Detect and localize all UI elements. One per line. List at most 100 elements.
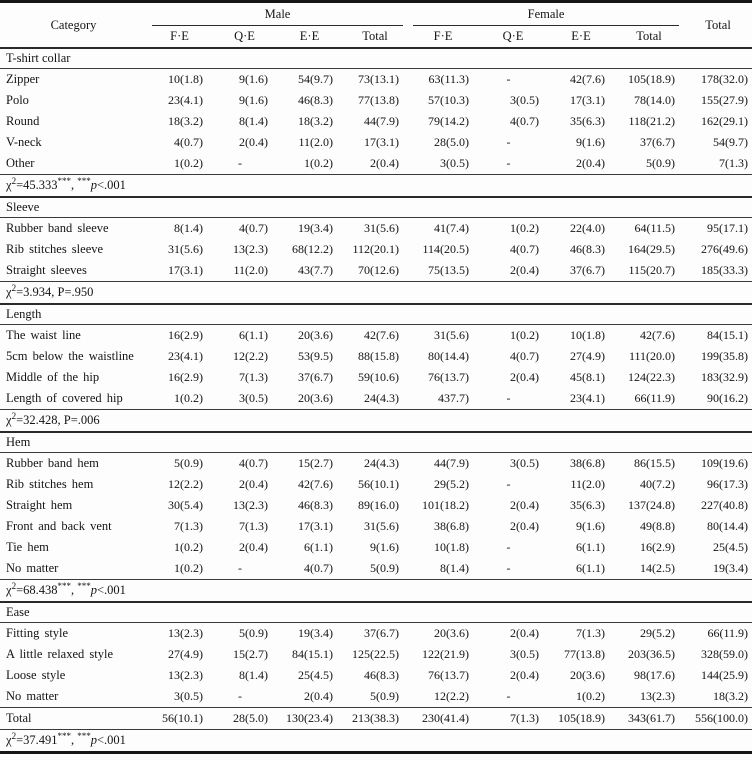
header-category: Category: [0, 1, 147, 49]
chi-note-segment: χ: [6, 178, 12, 192]
data-cell: 2(0.4): [576, 156, 605, 170]
data-cell: 7(1.3): [174, 519, 203, 533]
data-cell: 4(0.7): [239, 221, 268, 235]
section-row: Sleeve: [0, 197, 752, 218]
chi-note-segment: 2: [11, 410, 17, 421]
data-cell: 68(12.2): [292, 242, 333, 256]
chi-note-segment: 2: [11, 580, 17, 591]
data-cell: 10(1.8): [570, 328, 605, 342]
data-cell: 5(0.9): [370, 561, 399, 575]
data-cell: 199(35.8): [701, 349, 749, 363]
data-cell: 57(10.3): [428, 93, 469, 107]
data-cell: 9(1.6): [370, 540, 399, 554]
data-cell: 56(10.1): [147, 707, 212, 730]
chi-note-segment: χ: [6, 285, 12, 299]
data-cell: 17(3.1): [570, 93, 605, 107]
data-cell: 1(0.2): [510, 221, 539, 235]
data-cell: 43(7.7): [298, 263, 333, 277]
data-cell: 73(13.1): [358, 72, 399, 86]
chi-square-note-row: χ2=45.333***, ***p<.001: [0, 174, 752, 198]
data-cell: 137(24.8): [628, 498, 676, 512]
data-cell: 3(0.5): [174, 689, 203, 703]
data-cell: 125(22.5): [352, 647, 399, 661]
subheader-cell: Total: [614, 26, 685, 49]
data-cell: 86(15.5): [634, 456, 676, 470]
row-label: Length of covered hip: [6, 391, 123, 405]
row-label: Middle of the hip: [6, 370, 100, 384]
data-cell: 80(14.4): [428, 349, 469, 363]
data-cell: 437.7): [438, 391, 469, 405]
table-row: Straight hem 30(5.4) 13(2.3) 46(8.3) 89(16.0…: [0, 495, 752, 516]
data-cell: 12(2.2): [434, 689, 469, 703]
section-title: Sleeve: [0, 197, 752, 218]
data-cell: 38(6.8): [570, 456, 605, 470]
data-cell: 8(1.4): [239, 114, 268, 128]
data-cell: 79(14.2): [428, 114, 469, 128]
data-cell: -: [506, 156, 511, 170]
data-cell: 144(25.9): [701, 668, 749, 682]
data-cell: 20(3.6): [298, 328, 333, 342]
table-row: 5cm below the waistline 23(4.1) 12(2.2) 53(…: [0, 346, 752, 367]
chi-note-segment: 2: [11, 730, 17, 741]
data-cell: 89(16.0): [358, 498, 399, 512]
row-label: Loose style: [6, 668, 66, 682]
data-cell: 80(14.4): [707, 519, 749, 533]
data-cell: 2(0.4): [510, 519, 539, 533]
data-cell: 185(33.3): [701, 263, 749, 277]
data-cell: 28(5.0): [434, 135, 469, 149]
data-cell: 9(1.6): [239, 72, 268, 86]
data-cell: 66(11.9): [634, 391, 676, 405]
table-row: Rubber band hem 5(0.9) 4(0.7) 15(2.7) 24(4.3…: [0, 453, 752, 475]
data-cell: 18(3.2): [168, 114, 203, 128]
data-cell: 44(7.9): [434, 456, 469, 470]
chi-note-segment: p: [90, 733, 97, 747]
data-cell: 15(2.7): [233, 647, 268, 661]
data-cell: 105(18.9): [628, 72, 676, 86]
chi-note-segment: =68.438: [16, 583, 58, 597]
data-cell: 122(21.9): [422, 647, 469, 661]
data-cell: 90(16.2): [707, 391, 749, 405]
section-row: Ease: [0, 602, 752, 623]
data-cell: 19(3.4): [298, 221, 333, 235]
row-label: Straight sleeves: [6, 263, 87, 277]
data-cell: 24(4.3): [364, 391, 399, 405]
data-cell: -: [506, 561, 511, 575]
row-label: Rib stitches sleeve: [6, 242, 104, 256]
data-cell: 183(32.9): [701, 370, 749, 384]
data-cell: 15(2.7): [298, 456, 333, 470]
table-row: Polo 23(4.1) 9(1.6) 46(8.3) 77(13.8) 57(10.3)…: [0, 90, 752, 111]
header-group-female: Female: [408, 2, 684, 27]
section-row: Length: [0, 304, 752, 325]
data-cell: 2(0.4): [370, 156, 399, 170]
data-cell: 6(1.1): [304, 540, 333, 554]
chi-square-note: χ2=45.333***, ***p<.001: [0, 174, 752, 198]
row-label: No matter: [6, 689, 59, 703]
table-row: Rubber band sleeve 8(1.4) 4(0.7) 19(3.4) 31(…: [0, 218, 752, 240]
data-cell: 31(5.6): [434, 328, 469, 342]
data-cell: 2(0.4): [510, 626, 539, 640]
data-cell: 9(1.6): [576, 135, 605, 149]
row-label: Polo: [6, 93, 29, 107]
subheader-cell: F·E: [408, 26, 478, 49]
data-cell: 77(13.8): [564, 647, 605, 661]
chi-note-segment: ***: [77, 730, 91, 741]
row-label: A little relaxed style: [6, 647, 114, 661]
data-cell: 101(18.2): [422, 498, 469, 512]
data-cell: 1(0.2): [174, 561, 203, 575]
data-cell: 203(36.5): [628, 647, 676, 661]
data-cell: 1(0.2): [174, 156, 203, 170]
table-row: Fitting style 13(2.3) 5(0.9) 19(3.4) 37(6.7)…: [0, 623, 752, 645]
data-cell: 3(0.5): [510, 647, 539, 661]
data-cell: -: [238, 156, 242, 170]
data-cell: 25(4.5): [713, 540, 749, 554]
data-cell: 54(9.7): [713, 135, 749, 149]
data-cell: 227(40.8): [701, 498, 749, 512]
data-cell: 1(0.2): [174, 540, 203, 554]
section-row: Hem: [0, 432, 752, 453]
data-cell: 76(13.7): [428, 370, 469, 384]
data-cell: 5(0.9): [239, 626, 268, 640]
data-cell: 42(7.6): [570, 72, 605, 86]
data-cell: 14(2.5): [640, 561, 676, 575]
data-cell: 7(1.3): [478, 707, 548, 730]
data-cell: 23(4.1): [168, 349, 203, 363]
